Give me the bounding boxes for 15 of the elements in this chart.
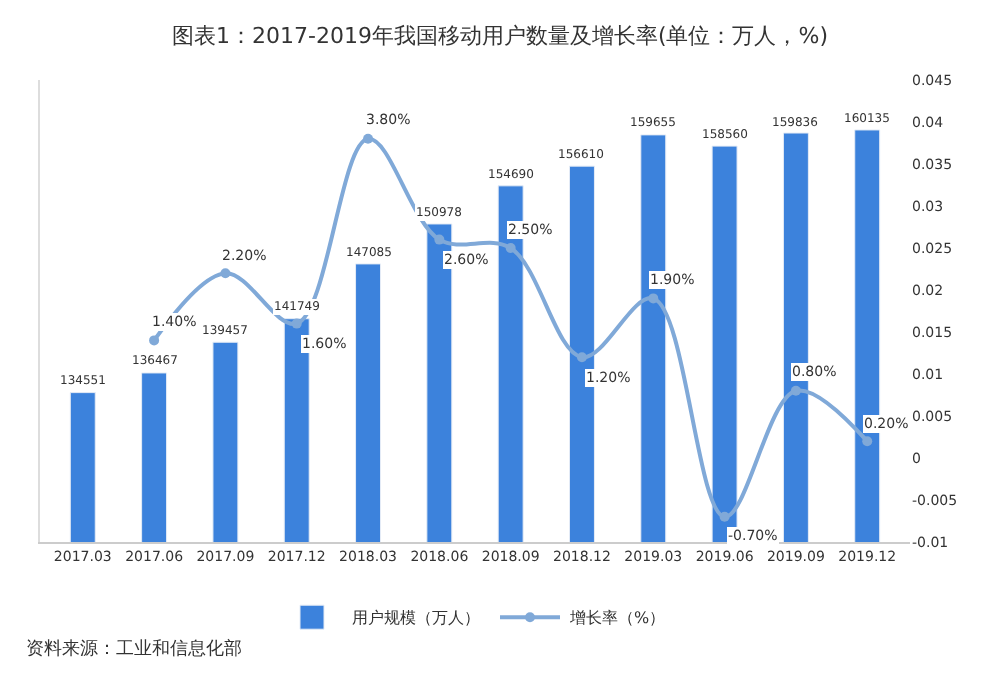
- point: [790, 385, 801, 396]
- point: [149, 335, 160, 346]
- legend-label: 增长率（%）: [568, 609, 666, 628]
- point: [363, 133, 374, 144]
- point: [648, 293, 659, 304]
- legend-label: 用户规模（万人）: [352, 609, 480, 628]
- chart-title: 图表1：2017-2019年我国移动用户数量及增长率(单位：万人，%): [172, 22, 828, 49]
- point: [505, 243, 516, 253]
- text: 资料来源：工业和信息化部: [26, 638, 242, 660]
- point: [434, 234, 445, 245]
- point: [220, 268, 231, 279]
- point: [862, 436, 873, 447]
- point: [576, 352, 587, 363]
- point: [719, 511, 730, 522]
- point: [291, 318, 302, 329]
